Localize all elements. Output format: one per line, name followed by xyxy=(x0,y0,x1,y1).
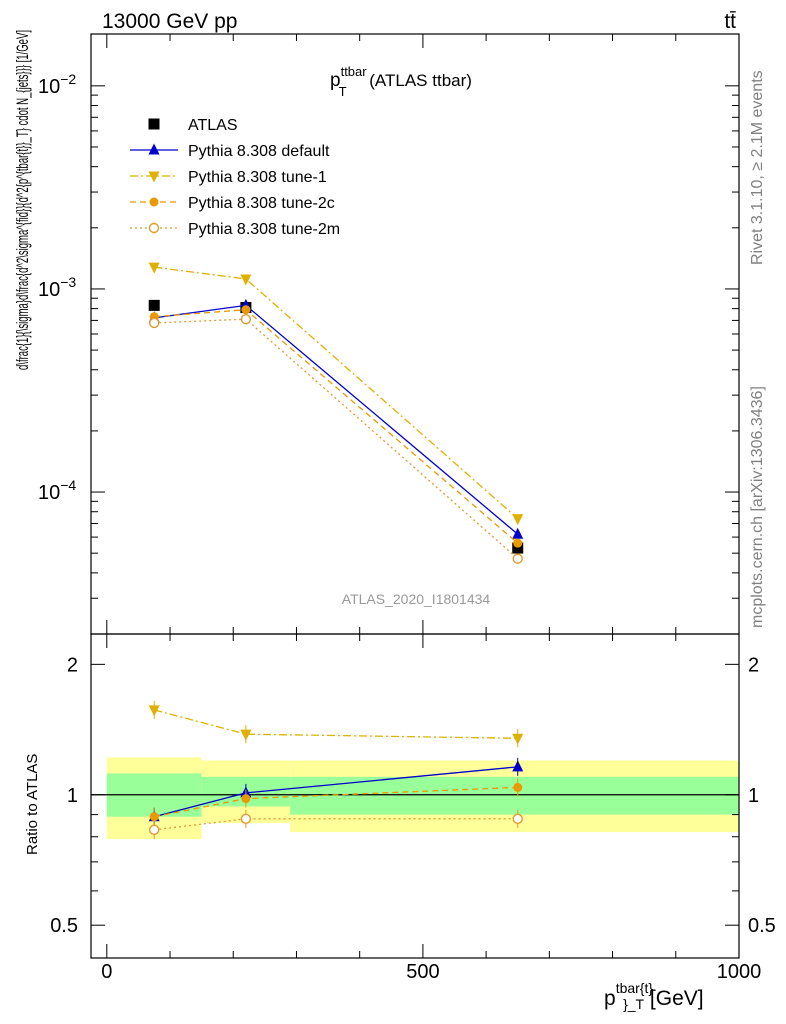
ratio-pythia-8-308-tune-1-point xyxy=(240,729,252,741)
ratio-y-tick-label-right: 2 xyxy=(748,654,759,676)
legend-pythia-8-308-tune-2c-label: Pythia 8.308 tune-2c xyxy=(188,195,335,212)
main-atlas-point xyxy=(148,299,160,311)
ratio-pythia-8-308-tune-2m-line xyxy=(154,818,518,831)
ratio-pythia-8-308-tune-1-point xyxy=(512,733,524,745)
ratio-y-tick-label-right: 0.5 xyxy=(748,915,776,937)
main-atlas-point xyxy=(512,542,524,554)
ratio-pythia-8-308-tune-1-line xyxy=(154,709,518,739)
main-pythia-8-308-tune-2m-point xyxy=(512,553,523,564)
ratio-plot: 0.5 0.5 1 1 2 2 0 500 1000 xyxy=(50,633,776,983)
ratio-pythia-8-308-tune-2m-point xyxy=(149,824,160,836)
ratio-band-inner xyxy=(290,776,739,815)
main-pythia-8-308-default-point xyxy=(512,527,524,539)
x-label-main: p xyxy=(604,987,616,1010)
main-pythia-8-308-tune-1-line xyxy=(154,266,519,520)
main-pythia-8-308-tune-1-point xyxy=(512,514,524,526)
rivet-label: Rivet 3.1.10, ≥ 2.1M events xyxy=(749,70,766,265)
main-y-tick-label: 10−2 xyxy=(38,71,76,98)
ratio-pythia-8-308-tune-2c-point xyxy=(241,794,251,804)
main-plot: 10−4 10−3 10−2 ATLAS Pythia 8.308 default Pyt… xyxy=(38,33,740,635)
ratio-y-tick-label-left: 0.5 xyxy=(50,915,78,937)
legend-pythia-8-308-tune-1-label: Pythia 8.308 tune-1 xyxy=(188,169,327,186)
ratio-y-tick-label-left: 1 xyxy=(67,785,78,807)
ratio-pythia-8-308-tune-2m-point xyxy=(240,813,252,825)
legend-pythia-8-308-tune-2m-marker xyxy=(148,222,160,234)
ratio-frame xyxy=(90,633,740,959)
main-pythia-8-308-tune-1-point xyxy=(240,274,252,286)
main-y-tick-label: 10−3 xyxy=(38,274,76,301)
ratio-pythia-8-308-tune-2m-point xyxy=(512,813,523,825)
main-pythia-8-308-tune-2c-point xyxy=(513,538,523,548)
x-label-sub: }_T xyxy=(623,996,644,1012)
plot-title-main: p xyxy=(330,70,341,91)
x-tick-label: 500 xyxy=(406,961,439,983)
legend-pythia-8-308-tune-1-marker xyxy=(148,171,160,183)
x-tick-label: 0 xyxy=(101,961,112,983)
x-tick-label: 1000 xyxy=(717,961,762,983)
legend-pythia-8-308-tune-2m-label: Pythia 8.308 tune-2m xyxy=(188,221,340,238)
watermark: ATLAS_2020_I1801434 xyxy=(342,591,491,607)
ratio-pythia-8-308-tune-2c-point xyxy=(149,812,159,822)
plot-title-sup: ttbar xyxy=(341,64,368,79)
main-y-tick-label: 10−4 xyxy=(38,477,76,504)
plot-title: pttbar T (ATLAS ttbar) xyxy=(330,64,472,99)
header-left: 13000 GeV pp xyxy=(102,10,237,33)
ratio-y-tick-label-right: 1 xyxy=(748,785,759,807)
ratio-pythia-8-308-tune-1-point xyxy=(148,705,160,717)
header-right: tt̄ xyxy=(724,10,736,33)
x-label-rest: [GeV] xyxy=(644,987,704,1010)
main-pythia-8-308-tune-2m-line xyxy=(154,318,519,560)
main-pythia-8-308-tune-2m-point xyxy=(149,317,160,329)
main-pythia-8-308-tune-2m-point xyxy=(240,313,252,325)
main-y-label: d\frac{1}{\sigma}d\frac{d^2\sigma^{fid}}… xyxy=(13,30,32,370)
plot-title-sub: T xyxy=(339,84,347,99)
ratio-pythia-8-308-tune-2c-point xyxy=(513,782,523,792)
legend-atlas-label: ATLAS xyxy=(188,117,238,134)
x-label-sup: tbar{t} xyxy=(616,980,654,996)
x-axis-label: ptbar{t}}_T [GeV] xyxy=(604,980,704,1012)
legend-pythia-8-308-default-label: Pythia 8.308 default xyxy=(188,143,330,160)
main-pythia-8-308-default-line xyxy=(154,304,519,535)
ratio-pythia-8-308-default-point xyxy=(512,760,524,772)
main-pythia-8-308-tune-2c-point xyxy=(241,305,251,315)
main-pythia-8-308-tune-1-point xyxy=(148,262,160,274)
legend-pythia-8-308-tune-2c-marker xyxy=(149,197,159,207)
legend-atlas-marker xyxy=(148,118,160,130)
ratio-y-tick-label-left: 2 xyxy=(67,654,78,676)
main-pythia-8-308-tune-2c-line xyxy=(154,309,519,544)
plot-title-rest: (ATLAS ttbar) xyxy=(365,71,472,90)
legend-pythia-8-308-default-marker xyxy=(148,143,160,155)
mcplots-label: mcplots.cern.ch [arXiv:1306.3436] xyxy=(749,386,766,628)
ratio-y-label: Ratio to ATLAS xyxy=(24,754,41,855)
